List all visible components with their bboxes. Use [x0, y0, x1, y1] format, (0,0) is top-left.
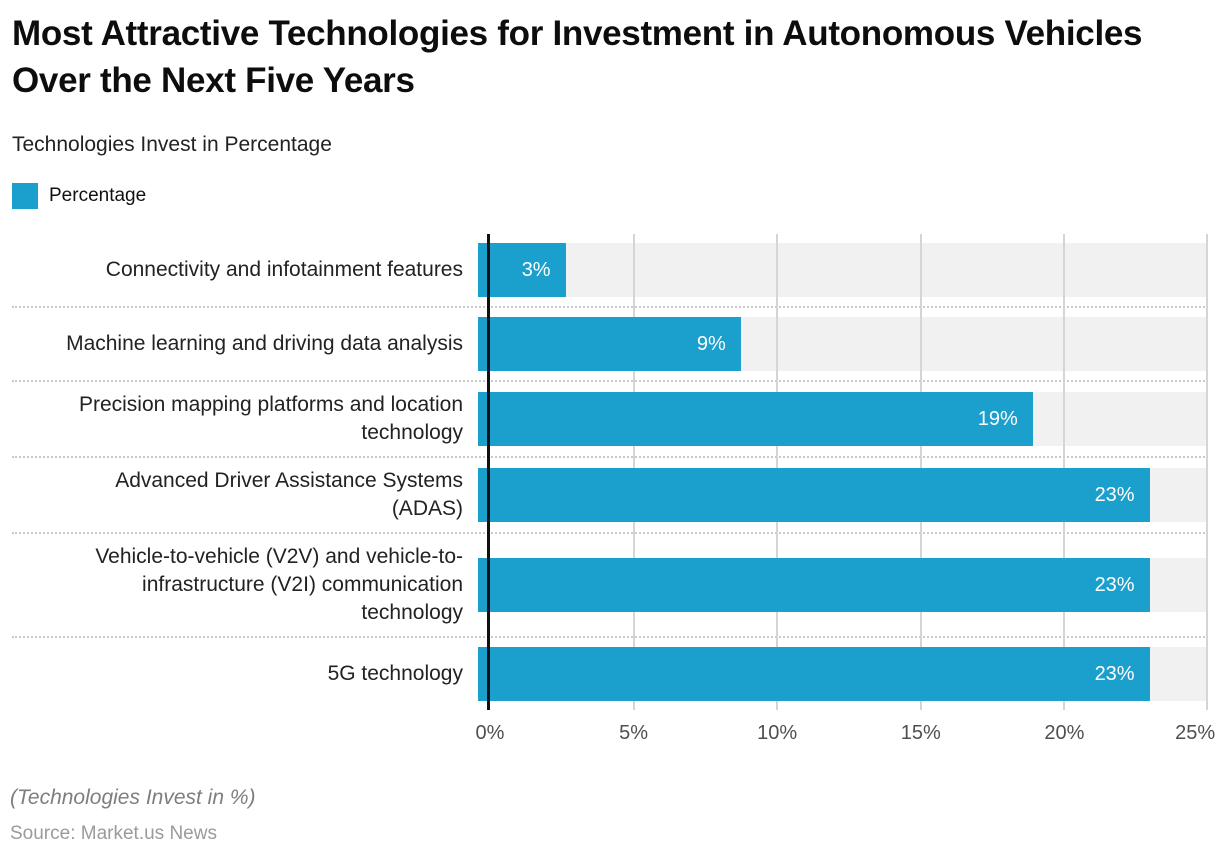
bar-value-label: 19%	[977, 407, 1018, 430]
bar-row: Precision mapping platforms and location…	[12, 382, 1208, 458]
legend-color-swatch	[12, 183, 38, 209]
x-axis-tick: 10%	[757, 722, 798, 744]
x-axis-tick: 20%	[1044, 722, 1085, 744]
bar-value-label: 23%	[1094, 483, 1135, 506]
bar-machine-learning: 9%	[478, 317, 741, 371]
bar-precision-mapping: 19%	[478, 392, 1033, 446]
plot-area: Connectivity and infotainment features 3…	[12, 234, 1208, 710]
bar-value-label: 23%	[1094, 573, 1135, 596]
category-label: Advanced Driver Assistance Systems (ADAS…	[115, 469, 463, 520]
bar-plot-cell: 9%	[478, 317, 1208, 371]
page-title: Most Attractive Technologies for Investm…	[12, 14, 1143, 100]
bar-5g: 23%	[478, 647, 1150, 701]
legend-label: Percentage	[49, 185, 147, 206]
bar-row: 5G technology 23%	[12, 638, 1208, 710]
bar-plot-cell: 23%	[478, 647, 1208, 701]
bar-plot-cell: 3%	[478, 243, 1208, 297]
category-label: Machine learning and driving data analys…	[66, 332, 463, 355]
bar-row: Connectivity and infotainment features 3…	[12, 234, 1208, 308]
bar-connectivity: 3%	[478, 243, 566, 297]
chart-subtitle: Technologies Invest in Percentage	[12, 133, 332, 156]
x-axis-tick: 5%	[619, 722, 649, 744]
bar-value-label: 3%	[521, 258, 551, 281]
bar-chart: Connectivity and infotainment features 3…	[12, 234, 1216, 754]
bar-track	[478, 243, 1208, 297]
category-label: 5G technology	[327, 662, 463, 685]
bar-row: Advanced Driver Assistance Systems (ADAS…	[12, 458, 1208, 534]
source-text: Source: Market.us News	[10, 823, 217, 844]
legend-item-percentage[interactable]: Percentage	[12, 183, 146, 209]
chart-footnote: (Technologies Invest in %)	[10, 786, 256, 809]
bar-adas: 23%	[478, 468, 1150, 522]
category-label: Vehicle-to-vehicle (V2V) and vehicle-to-…	[95, 545, 463, 624]
bar-v2v-v2i: 23%	[478, 558, 1150, 612]
bar-row: Machine learning and driving data analys…	[12, 308, 1208, 382]
bar-plot-cell: 23%	[478, 558, 1208, 612]
x-axis-tick: 15%	[900, 722, 941, 744]
x-axis-tick: 25%	[1175, 722, 1216, 744]
bar-value-label: 23%	[1094, 662, 1135, 685]
bar-plot-cell: 19%	[478, 392, 1208, 446]
bar-plot-cell: 23%	[478, 468, 1208, 522]
x-axis: 0% 5% 10% 15% 20% 25%	[476, 710, 1216, 754]
chart-page: Most Attractive Technologies for Investm…	[10, 14, 1216, 844]
category-label: Precision mapping platforms and location…	[78, 393, 463, 444]
category-label: Connectivity and infotainment features	[105, 258, 463, 281]
x-axis-tick: 0%	[475, 722, 505, 744]
bar-value-label: 9%	[696, 332, 726, 355]
bar-row: Vehicle-to-vehicle (V2V) and vehicle-to-…	[12, 534, 1208, 638]
